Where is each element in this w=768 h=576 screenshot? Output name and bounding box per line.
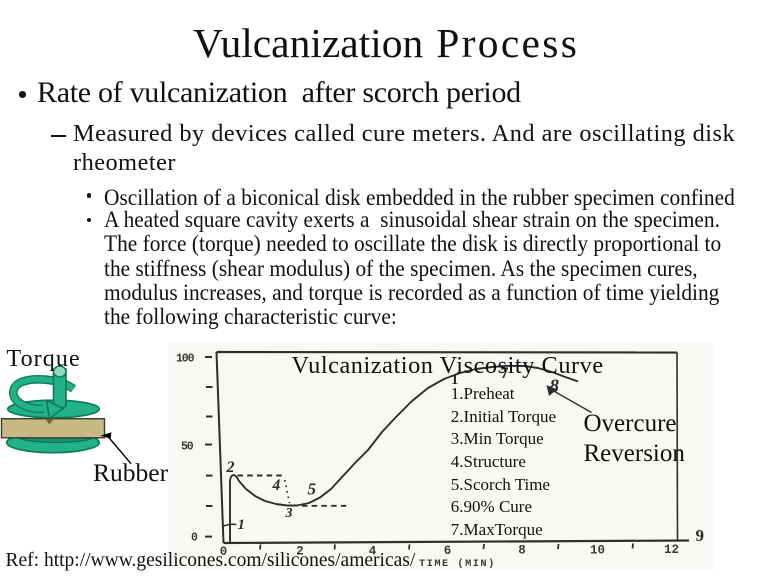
svg-text:12: 12 — [664, 543, 679, 557]
svg-text:7: 7 — [501, 365, 509, 382]
svg-text:8: 8 — [518, 544, 526, 558]
svg-text:5: 5 — [308, 480, 317, 499]
svg-text:0: 0 — [220, 545, 228, 559]
svg-text:10: 10 — [590, 544, 605, 558]
svg-text:1: 1 — [451, 372, 459, 388]
svg-text:3: 3 — [285, 506, 293, 521]
svg-text:8: 8 — [550, 376, 560, 397]
svg-text:2: 2 — [296, 545, 304, 559]
svg-text:4: 4 — [369, 545, 377, 559]
svg-text:50: 50 — [181, 441, 194, 454]
svg-text:100: 100 — [176, 353, 195, 366]
svg-text:0: 0 — [191, 532, 198, 545]
svg-text:1: 1 — [238, 517, 246, 533]
svg-text:4: 4 — [272, 477, 281, 494]
svg-text:9: 9 — [696, 526, 705, 545]
svg-text:2: 2 — [226, 459, 235, 476]
svg-text:6: 6 — [444, 544, 452, 558]
svg-text:TIME (MIN): TIME (MIN) — [419, 558, 496, 570]
